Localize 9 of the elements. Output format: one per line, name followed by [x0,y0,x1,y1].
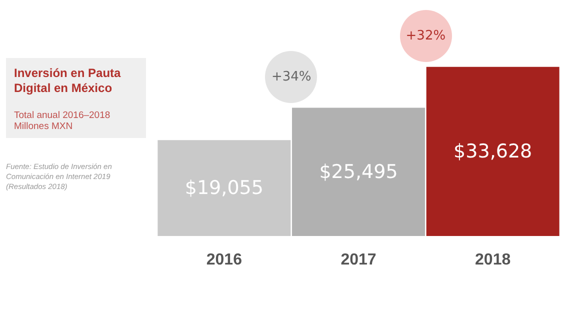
x-tick-label: 2017 [340,252,376,268]
x-tick-label: 2016 [206,252,242,268]
text: Inversión en Pauta Digital en México [14,66,122,96]
annotation: +34% [271,69,312,84]
text: +32% [406,28,446,44]
x-tick-label: 2018 [475,252,511,268]
data-label: $33,628 [454,140,532,162]
data-label: $25,495 [319,160,398,183]
text: Total anual 2016–2018 Millones MXN [14,110,112,132]
